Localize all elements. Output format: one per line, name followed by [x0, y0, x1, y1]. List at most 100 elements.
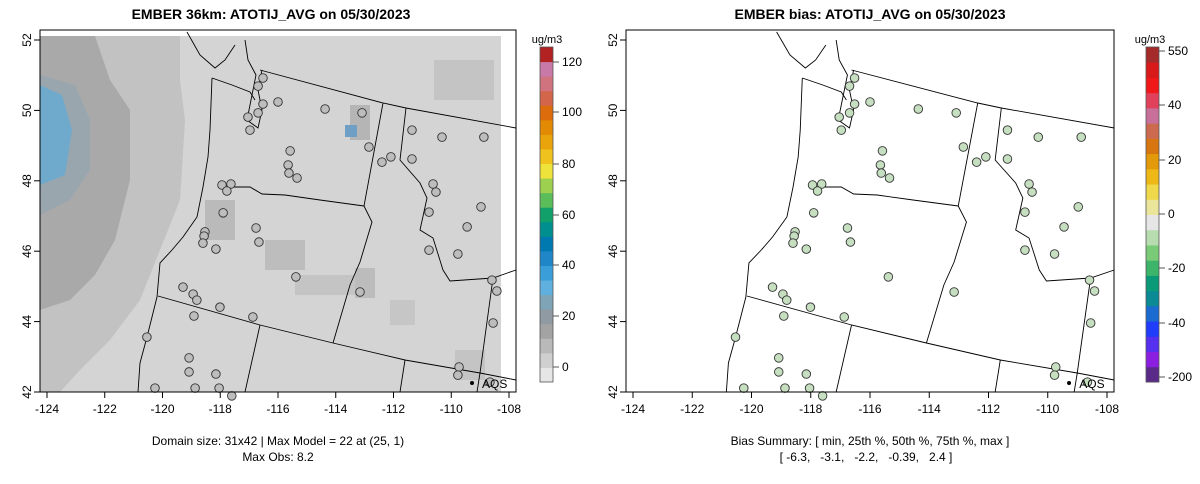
- model-raster-cell: [390, 300, 415, 325]
- bias-station-marker: [1073, 202, 1084, 212]
- colorbar-swatch: [1146, 229, 1159, 246]
- bias-aqs-legend-dot: [1067, 381, 1072, 385]
- model-station-marker: [453, 370, 463, 380]
- model-station-marker: [253, 108, 263, 118]
- bias-y-tick-label: 42: [606, 385, 620, 399]
- model-station-marker: [258, 99, 268, 109]
- colorbar-swatch: [1146, 77, 1159, 94]
- model-x-tick-label: -114: [324, 402, 347, 416]
- bias-station-marker: [816, 179, 827, 189]
- model-y-tick-label: 50: [20, 103, 34, 117]
- colorbar-tick-label: 100: [562, 105, 582, 119]
- colorbar-swatch: [540, 367, 553, 383]
- colorbar-swatch: [1146, 214, 1159, 231]
- bias-plot-frame: [625, 29, 1115, 393]
- colorbar-swatch: [1146, 336, 1159, 353]
- state-border-line: [332, 102, 384, 344]
- bias-station-marker: [767, 282, 778, 292]
- bias-x-tick-label: -108: [1095, 402, 1119, 416]
- model-raster-cell: [265, 240, 305, 270]
- model-raster-cell: [434, 60, 494, 100]
- model-station-marker: [437, 132, 447, 142]
- state-border-line: [186, 31, 236, 69]
- colorbar-swatch: [1146, 290, 1159, 307]
- model-station-marker: [364, 142, 374, 152]
- bias-y-tick-label: 48: [606, 174, 620, 188]
- bias-station-marker: [739, 383, 749, 393]
- model-station-marker: [479, 132, 489, 142]
- model-station-marker: [357, 108, 367, 118]
- bias-station-marker: [804, 383, 815, 393]
- state-border-line: [746, 295, 1115, 381]
- model-station-marker: [214, 383, 224, 393]
- colorbar-swatch: [540, 76, 553, 92]
- bias-footer-line-2: [ -6.3, -3.1, -2.2, -0.39, 2.4 ]: [780, 450, 953, 464]
- bias-x-tick-label: -114: [918, 402, 941, 416]
- model-station-marker: [248, 312, 258, 322]
- model-station-marker: [492, 286, 502, 296]
- state-border-line: [818, 186, 959, 207]
- model-station-marker: [226, 179, 236, 189]
- bias-station-marker: [981, 152, 991, 162]
- colorbar-swatch: [540, 47, 553, 63]
- model-footer-line-2: Max Obs: 8.2: [242, 450, 314, 464]
- model-y-tick-label: 52: [20, 33, 34, 47]
- colorbar-swatch: [1146, 184, 1159, 200]
- state-border-line: [851, 69, 1115, 129]
- state-border-line: [476, 372, 481, 393]
- bias-station-marker: [877, 146, 888, 156]
- bias-station-marker: [1089, 286, 1100, 296]
- model-raster-cell: [345, 125, 357, 137]
- model-station-marker: [320, 104, 330, 114]
- colorbar-tick-label: 20: [1168, 153, 1182, 167]
- model-footer-line-1: Domain size: 31x42 | Max Model = 22 at (…: [152, 434, 404, 448]
- colorbar-swatch: [540, 323, 553, 339]
- colorbar-tick-label: -40: [1168, 316, 1186, 330]
- bias-station-marker: [774, 353, 784, 363]
- colorbar-swatch: [540, 207, 553, 223]
- colorbar-swatch: [1146, 366, 1159, 383]
- state-border-line: [835, 324, 852, 393]
- model-station-marker: [355, 287, 365, 297]
- bias-station-marker: [805, 302, 816, 312]
- colorbar-swatch: [1146, 62, 1159, 78]
- colorbar-swatch: [1146, 275, 1159, 292]
- model-station-marker: [142, 332, 152, 342]
- colorbar-swatch: [540, 236, 553, 252]
- state-border-line: [228, 186, 365, 207]
- colorbar-swatch: [1146, 92, 1159, 109]
- bias-station-marker: [1076, 132, 1086, 142]
- bias-station-marker: [1027, 187, 1037, 197]
- bias-station-marker: [801, 244, 812, 254]
- colorbar-swatch: [1146, 321, 1159, 337]
- bias-station-marker: [951, 108, 961, 118]
- bias-x-tick-label: -124: [621, 402, 645, 416]
- bias-station-marker: [1050, 362, 1061, 372]
- bias-station-marker: [812, 186, 823, 196]
- colorbar-tick-label: 20: [562, 309, 576, 323]
- model-colorbar-unit: ug/m3: [532, 34, 563, 46]
- model-aqs-legend-label: AQS: [482, 377, 507, 391]
- colorbar-swatch: [540, 221, 553, 237]
- state-border-line: [259, 69, 517, 129]
- colorbar-swatch: [540, 338, 553, 354]
- model-raster-cell: [205, 200, 235, 240]
- model-station-marker: [222, 186, 232, 196]
- colorbar-swatch: [540, 280, 553, 296]
- model-x-tick-label: -116: [266, 402, 289, 416]
- bias-station-marker: [774, 367, 784, 377]
- colorbar-swatch: [540, 119, 553, 135]
- state-border-line: [925, 102, 979, 344]
- model-station-marker: [407, 125, 417, 135]
- colorbar-tick-label: 40: [562, 258, 576, 272]
- state-border-line: [479, 277, 494, 374]
- bias-station-marker: [1024, 179, 1034, 189]
- bias-station-marker: [875, 160, 886, 170]
- model-y-tick-label: 46: [20, 244, 34, 258]
- bias-station-marker: [883, 272, 894, 282]
- bias-station-marker: [1020, 245, 1030, 255]
- bias-x-tick-label: -122: [680, 402, 704, 416]
- state-border-line: [994, 359, 1001, 393]
- bias-x-tick-label: -112: [977, 402, 1000, 416]
- model-station-marker: [251, 223, 261, 233]
